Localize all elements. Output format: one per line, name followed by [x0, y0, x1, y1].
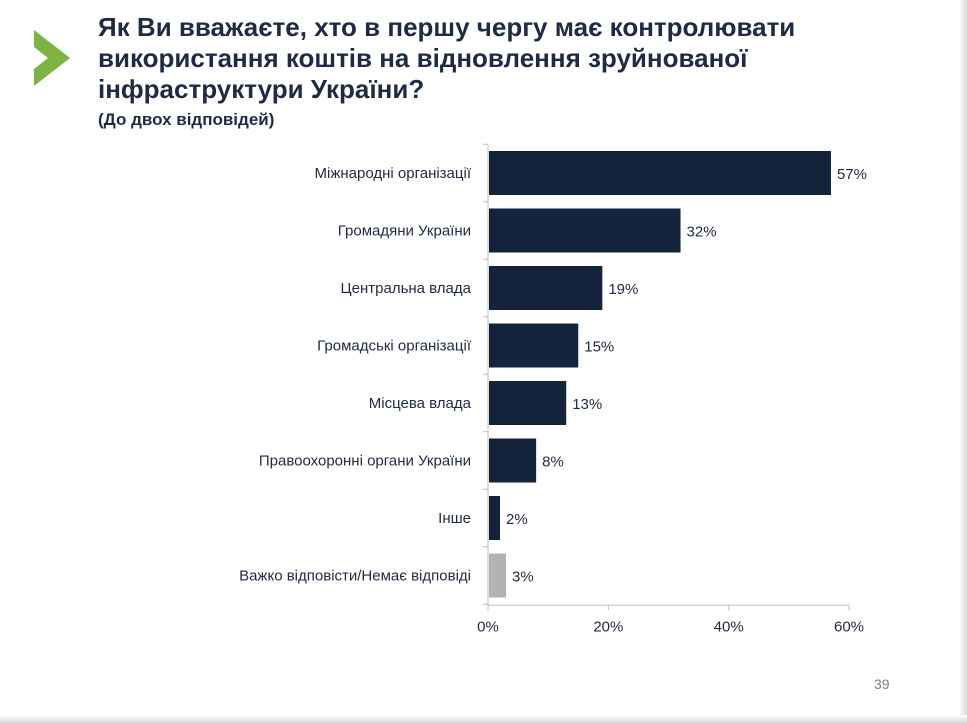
bar-1 — [489, 208, 681, 253]
bar-5 — [489, 438, 537, 483]
bar-0 — [489, 151, 831, 195]
title-line-3: інфраструктури України? — [98, 74, 425, 104]
value-label-3: 15% — [584, 339, 614, 356]
category-label-7: Важко відповісти/Немає відповіді — [239, 568, 471, 585]
slide-title: Як Ви вважаєте, хто в першу чергу має ко… — [98, 12, 898, 105]
bar-2 — [489, 266, 603, 310]
value-label-2: 19% — [608, 281, 638, 298]
x-tick-label-2: 40% — [714, 618, 744, 635]
bars-layer — [489, 151, 831, 598]
bar-3 — [489, 323, 579, 368]
slide-subtitle: (До двох відповідей) — [98, 110, 275, 129]
x-axis: 0% 20% 40% 60% — [477, 143, 864, 635]
arrow-inner-notch — [34, 47, 48, 69]
value-label-5: 8% — [542, 454, 564, 471]
value-label-7: 3% — [512, 569, 534, 586]
title-line-1: Як Ви вважаєте, хто в першу чергу має ко… — [98, 12, 796, 42]
value-label-1: 32% — [687, 224, 717, 241]
category-label-3: Громадські організації — [317, 338, 472, 355]
bar-6 — [489, 496, 501, 540]
bar-4 — [489, 381, 567, 425]
category-label-5: Правоохоронні органи України — [259, 453, 471, 470]
x-tick-label-0: 0% — [477, 618, 499, 635]
x-tick-label-3: 60% — [834, 618, 864, 635]
labels-layer: Міжнародні організації 57% Громадяни Украї… — [239, 165, 867, 586]
slide-shadow-bottom — [0, 715, 967, 723]
value-label-0: 57% — [837, 166, 867, 183]
bar-7 — [489, 553, 507, 598]
title-line-2: використання коштів на відновлення зруйн… — [98, 43, 748, 73]
category-label-2: Центральна влада — [341, 280, 472, 297]
value-label-4: 13% — [572, 396, 602, 413]
category-label-1: Громадяни України — [338, 223, 471, 240]
slide-shadow-right — [959, 0, 967, 723]
category-label-0: Міжнародні організації — [315, 165, 472, 182]
x-tick-label-1: 20% — [593, 618, 623, 635]
page-number: 39 — [874, 676, 890, 692]
category-label-6: Інше — [438, 510, 471, 527]
value-label-6: 2% — [506, 511, 528, 528]
category-label-4: Місцева влада — [369, 395, 472, 412]
